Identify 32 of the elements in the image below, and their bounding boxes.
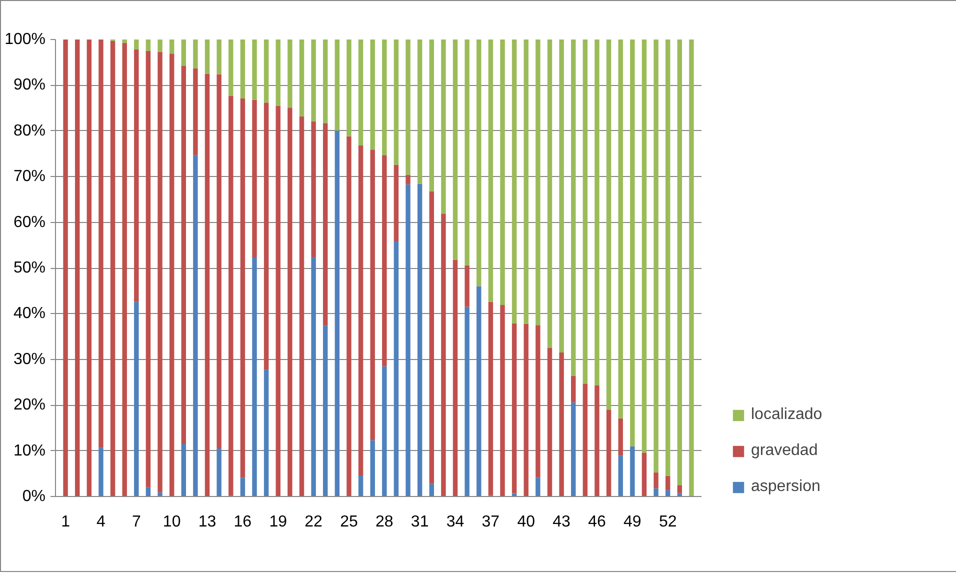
x-tick-label: 4 [96, 514, 106, 530]
y-tick-label: 50% [13, 260, 46, 276]
legend-label: gravedad [751, 442, 818, 460]
y-tick-label: 70% [13, 168, 46, 186]
x-tick-label: 49 [624, 514, 642, 530]
y-tick-label: 30% [13, 350, 46, 368]
x-tick-label: 16 [234, 514, 252, 530]
x-tick-label: 37 [482, 514, 500, 530]
x-tick-label: 7 [132, 514, 141, 530]
y-tick-label: 40% [13, 305, 46, 322]
x-tick-label: 22 [304, 514, 323, 530]
y-tick-label: 20% [13, 396, 46, 414]
legend-label: aspersion [751, 478, 820, 496]
x-tick-label: 25 [340, 514, 358, 530]
y-tick-label: 80% [13, 122, 46, 140]
x-tick-label: 13 [198, 514, 216, 530]
y-tick-label: 10% [13, 442, 46, 460]
x-tick-label: 19 [269, 514, 288, 530]
x-tick-label: 34 [446, 514, 464, 530]
x-tick-label: 10 [162, 514, 181, 530]
legend-label: localizado [751, 406, 822, 424]
x-tick-label: 1 [61, 514, 70, 530]
y-tick-label: 60% [13, 214, 46, 231]
y-tick-label: 100% [4, 31, 46, 48]
x-tick-label: 52 [658, 514, 677, 530]
y-tick-label: 0% [22, 488, 46, 505]
x-tick-label: 31 [410, 514, 429, 530]
x-tick-label: 46 [588, 514, 606, 530]
x-tick-label: 43 [552, 514, 571, 530]
x-tick-label: 40 [517, 514, 536, 530]
x-tick-label: 28 [376, 514, 394, 530]
y-tick-label: 90% [13, 76, 46, 94]
